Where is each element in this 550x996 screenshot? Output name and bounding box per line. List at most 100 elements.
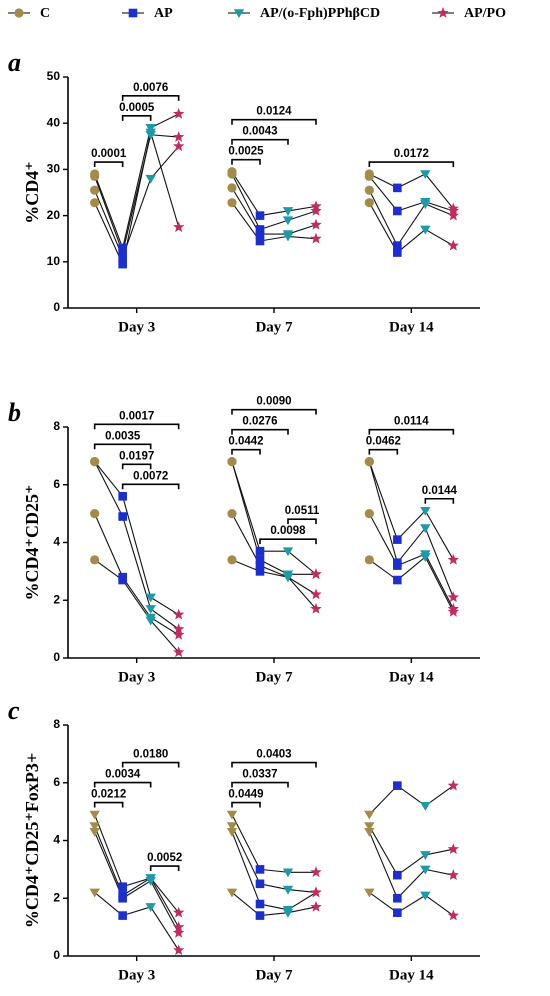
marker: [393, 561, 402, 570]
connector: [122, 877, 151, 896]
marker: [393, 241, 402, 250]
connector: [231, 892, 261, 916]
significance-bracket: [368, 428, 455, 435]
connector: [150, 617, 179, 636]
connector: [424, 510, 454, 561]
x-tick-label: Day 7: [255, 319, 293, 335]
marker: [255, 865, 265, 874]
connector: [287, 210, 317, 221]
significance-bracket: [121, 483, 180, 490]
marker: [447, 553, 459, 565]
significance-label: 0.0276: [242, 416, 277, 428]
significance-bracket: [93, 781, 152, 788]
y-tick-label: 0: [53, 300, 60, 314]
marker: [255, 911, 265, 920]
marker: [227, 169, 237, 179]
marker: [420, 524, 431, 534]
connector: [94, 176, 124, 253]
significance-bracket: [93, 161, 124, 168]
marker: [364, 810, 375, 820]
marker: [255, 555, 265, 565]
connector: [368, 513, 398, 566]
significance-label: 0.0043: [242, 126, 277, 138]
x-tick-label: Day 3: [118, 967, 155, 983]
connector: [122, 516, 152, 610]
marker: [145, 903, 156, 912]
marker: [420, 200, 431, 210]
marker: [173, 108, 185, 119]
marker: [447, 591, 459, 603]
marker: [173, 628, 185, 640]
marker: [227, 198, 237, 208]
connector: [231, 831, 261, 905]
marker: [226, 828, 238, 837]
connector: [94, 461, 124, 497]
panel-label: a: [8, 48, 21, 77]
significance-bracket: [231, 801, 261, 808]
connector: [94, 189, 124, 258]
connector: [231, 513, 261, 566]
marker: [310, 218, 322, 230]
marker: [393, 575, 402, 585]
marker: [89, 822, 100, 832]
y-tick-label: 8: [53, 717, 60, 731]
significance-bracket: [368, 161, 455, 168]
connector: [231, 814, 261, 870]
y-tick-label: 6: [53, 775, 60, 789]
connector: [287, 224, 317, 235]
marker: [118, 882, 127, 891]
significance-bracket: [231, 448, 261, 455]
y-tick-label: 20: [47, 208, 61, 222]
connector: [94, 825, 124, 896]
marker: [173, 623, 185, 634]
connector: [287, 576, 317, 595]
significance-label: 0.0180: [133, 749, 168, 761]
y-tick-label: 4: [53, 833, 60, 847]
significance-label: 0.0124: [256, 106, 292, 118]
marker: [255, 879, 265, 889]
y-tick-label: 40: [47, 115, 61, 129]
marker: [173, 131, 185, 142]
connector: [397, 854, 426, 876]
connector: [287, 576, 317, 610]
y-tick-label: 2: [53, 890, 60, 904]
marker: [282, 216, 294, 226]
legend-label: AP/PO: [464, 6, 506, 21]
connector: [150, 596, 179, 616]
connector: [397, 173, 426, 189]
significance-bracket: [231, 428, 289, 435]
significance-label: 0.0052: [147, 852, 182, 864]
connector: [368, 461, 398, 540]
x-tick-label: Day 14: [389, 967, 434, 983]
legend-label: AP: [154, 6, 173, 21]
connector: [369, 559, 398, 581]
significance-bracket: [93, 443, 152, 450]
legend-label: C: [40, 6, 50, 21]
marker: [173, 221, 185, 232]
significance-bracket: [259, 538, 317, 545]
significance-label: 0.0212: [91, 789, 126, 801]
marker: [282, 547, 294, 557]
legend-marker: [233, 9, 245, 18]
significance-bracket: [93, 423, 180, 430]
significance-bracket: [231, 138, 289, 145]
significance-bracket: [121, 115, 152, 121]
y-tick-label: 2: [53, 592, 60, 606]
significance-bracket: [424, 497, 455, 504]
significance-bracket: [121, 463, 152, 470]
significance-label: 0.0098: [270, 525, 306, 537]
connector: [122, 579, 152, 621]
connector: [396, 868, 426, 899]
connector: [369, 173, 398, 189]
connector: [259, 883, 289, 891]
marker: [226, 888, 238, 898]
marker: [118, 893, 127, 903]
marker: [227, 555, 237, 565]
connector: [122, 877, 151, 888]
connector: [424, 556, 454, 613]
legend-marker: [437, 7, 449, 18]
connector: [150, 132, 180, 228]
marker: [393, 206, 402, 216]
marker: [227, 509, 237, 519]
connector: [259, 565, 289, 578]
